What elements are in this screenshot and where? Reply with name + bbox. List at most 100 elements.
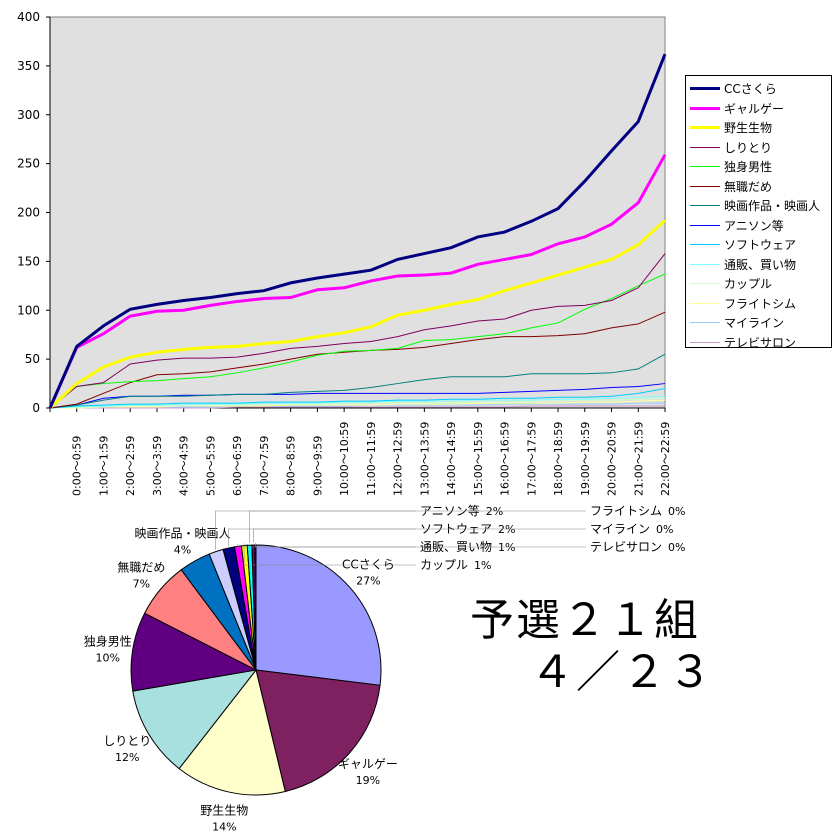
pie-label-percent: 2%: [486, 505, 503, 518]
pie-label-name: CCさくら: [342, 558, 395, 572]
legend-swatch: [690, 126, 720, 130]
y-tick-label: 0: [32, 401, 40, 415]
x-tick-label: 4:00～4:59: [178, 436, 191, 496]
legend-item: 通販、買い物: [686, 255, 831, 275]
y-tick-label: 300: [17, 108, 40, 122]
x-tick-label: 14:00～14:59: [445, 422, 458, 496]
pie-label-name: ギャルゲー: [338, 757, 398, 771]
legend-item: カップル: [686, 274, 831, 294]
pie-slice-独身男性: [130, 612, 258, 692]
pie-leader-line: [243, 543, 416, 566]
y-tick-label: 400: [17, 10, 40, 24]
pie-label-name: マイライン: [590, 522, 650, 536]
series-line-映画作品・映画人: [49, 353, 666, 409]
x-tick-label: 16:00～16:59: [499, 422, 512, 496]
x-tick-label: 17:00～17:59: [525, 422, 538, 496]
series-line-通販、買い物: [49, 395, 666, 409]
y-tick-label: 250: [17, 157, 40, 171]
title-line2: ４／２３: [530, 647, 714, 698]
series-line-しりとり: [49, 253, 666, 409]
x-tick-label: 12:00～12:59: [392, 422, 405, 496]
pie-label-name: 野生生物: [200, 804, 248, 818]
pie-label-name: フライトシム: [590, 504, 662, 518]
pie-label-name: 無職だめ: [117, 559, 165, 574]
legend-item: マイライン: [686, 313, 831, 333]
legend-label: 野生生物: [724, 121, 773, 136]
x-tick-label: 9:00～9:59: [311, 436, 324, 496]
pie-slice-ギャルゲー: [255, 669, 381, 793]
series-line-フライトシム: [50, 399, 666, 409]
y-tick-label: 350: [17, 59, 40, 73]
legend-item: ソフトウェア: [686, 235, 831, 255]
legend-item: ギャルゲー: [686, 99, 831, 119]
legend-label: しりとり: [724, 140, 773, 155]
legend-item: フライトシム: [686, 294, 831, 314]
plot-area: [49, 16, 666, 409]
x-tick-label: 0:00～0:59: [71, 436, 84, 496]
legend-label: ギャルゲー: [724, 101, 785, 116]
x-tick-label: 8:00～8:59: [285, 436, 298, 496]
pie-label-name: テレビサロン: [590, 540, 662, 554]
legend-label: テレビサロン: [724, 335, 797, 350]
x-tick-label: 10:00～10:59: [338, 422, 351, 496]
legend-label: アニソン等: [724, 218, 784, 233]
legend-swatch: [690, 283, 720, 285]
pie-label-percent: 0%: [668, 505, 685, 518]
x-tick-label: 5:00～5:59: [204, 436, 217, 496]
y-tick-label: 200: [17, 206, 40, 220]
legend-swatch: [690, 322, 720, 324]
x-tick-label: 19:00～19:59: [579, 422, 592, 496]
legend-item: しりとり: [686, 138, 831, 158]
series-line-独身男性: [49, 273, 666, 409]
pie-label-name: カップル: [420, 558, 468, 572]
legend-label: 通販、買い物: [724, 257, 797, 272]
series-line-テレビサロン: [50, 405, 665, 409]
series-line-ギャルゲー: [48, 154, 667, 409]
legend-swatch: [690, 341, 720, 343]
page-title: 予選２１組 ４／２３: [470, 595, 714, 699]
pie-slice-野生生物: [178, 668, 286, 796]
x-tick-label: 11:00～11:59: [365, 422, 378, 496]
pie-label-percent: 4%: [174, 543, 191, 556]
legend-item: CCさくら: [686, 79, 831, 99]
pie-label-name: 独身男性: [84, 633, 132, 648]
x-tick-label: 1:00～1:59: [97, 436, 110, 496]
legend-label: 無職だめ: [724, 179, 773, 194]
legend-label: 独身男性: [724, 160, 773, 175]
pie-label-percent: 0%: [668, 541, 685, 554]
legend-label: 映画作品・映画人: [724, 199, 821, 214]
x-tick-label: 22:00～22:59: [659, 422, 672, 496]
pie-label-percent: 1%: [498, 541, 515, 554]
pie-slice-しりとり: [132, 669, 258, 770]
pie-label-percent: 27%: [356, 575, 380, 588]
pie-label-name: しりとり: [103, 734, 151, 748]
series-line-ソフトウェア: [49, 387, 666, 409]
legend-item: 野生生物: [686, 118, 831, 138]
series-line-CCさくら: [48, 53, 667, 409]
legend-swatch: [690, 146, 720, 148]
pie-label-percent: 1%: [474, 559, 491, 572]
x-tick-label: 18:00～18:59: [552, 422, 565, 496]
legend-swatch: [690, 263, 720, 265]
pie-label-name: 映画作品・映画人: [134, 526, 230, 540]
pie-label-percent: 0%: [656, 523, 673, 536]
legend-label: マイライン: [724, 316, 785, 331]
legend-swatch: [690, 244, 720, 246]
legend-label: CCさくら: [724, 82, 777, 97]
x-tick-label: 15:00～15:59: [472, 422, 485, 496]
title-line1: 予選２１組: [470, 595, 700, 646]
pie-label-percent: 19%: [356, 774, 380, 787]
legend-swatch: [690, 205, 720, 207]
series-line-野生生物: [48, 219, 667, 410]
legend-swatch: [690, 106, 720, 110]
pie-leader-line: [215, 510, 416, 550]
legend-swatch: [690, 185, 720, 187]
y-tick-label: 50: [25, 352, 40, 366]
pie-label-percent: 12%: [115, 751, 139, 764]
legend-item: 無職だめ: [686, 177, 831, 197]
y-tick-label: 150: [17, 254, 40, 268]
pie-label-percent: 2%: [498, 523, 515, 536]
legend-item: テレビサロン: [686, 333, 831, 353]
pie-label-percent: 7%: [133, 577, 150, 590]
